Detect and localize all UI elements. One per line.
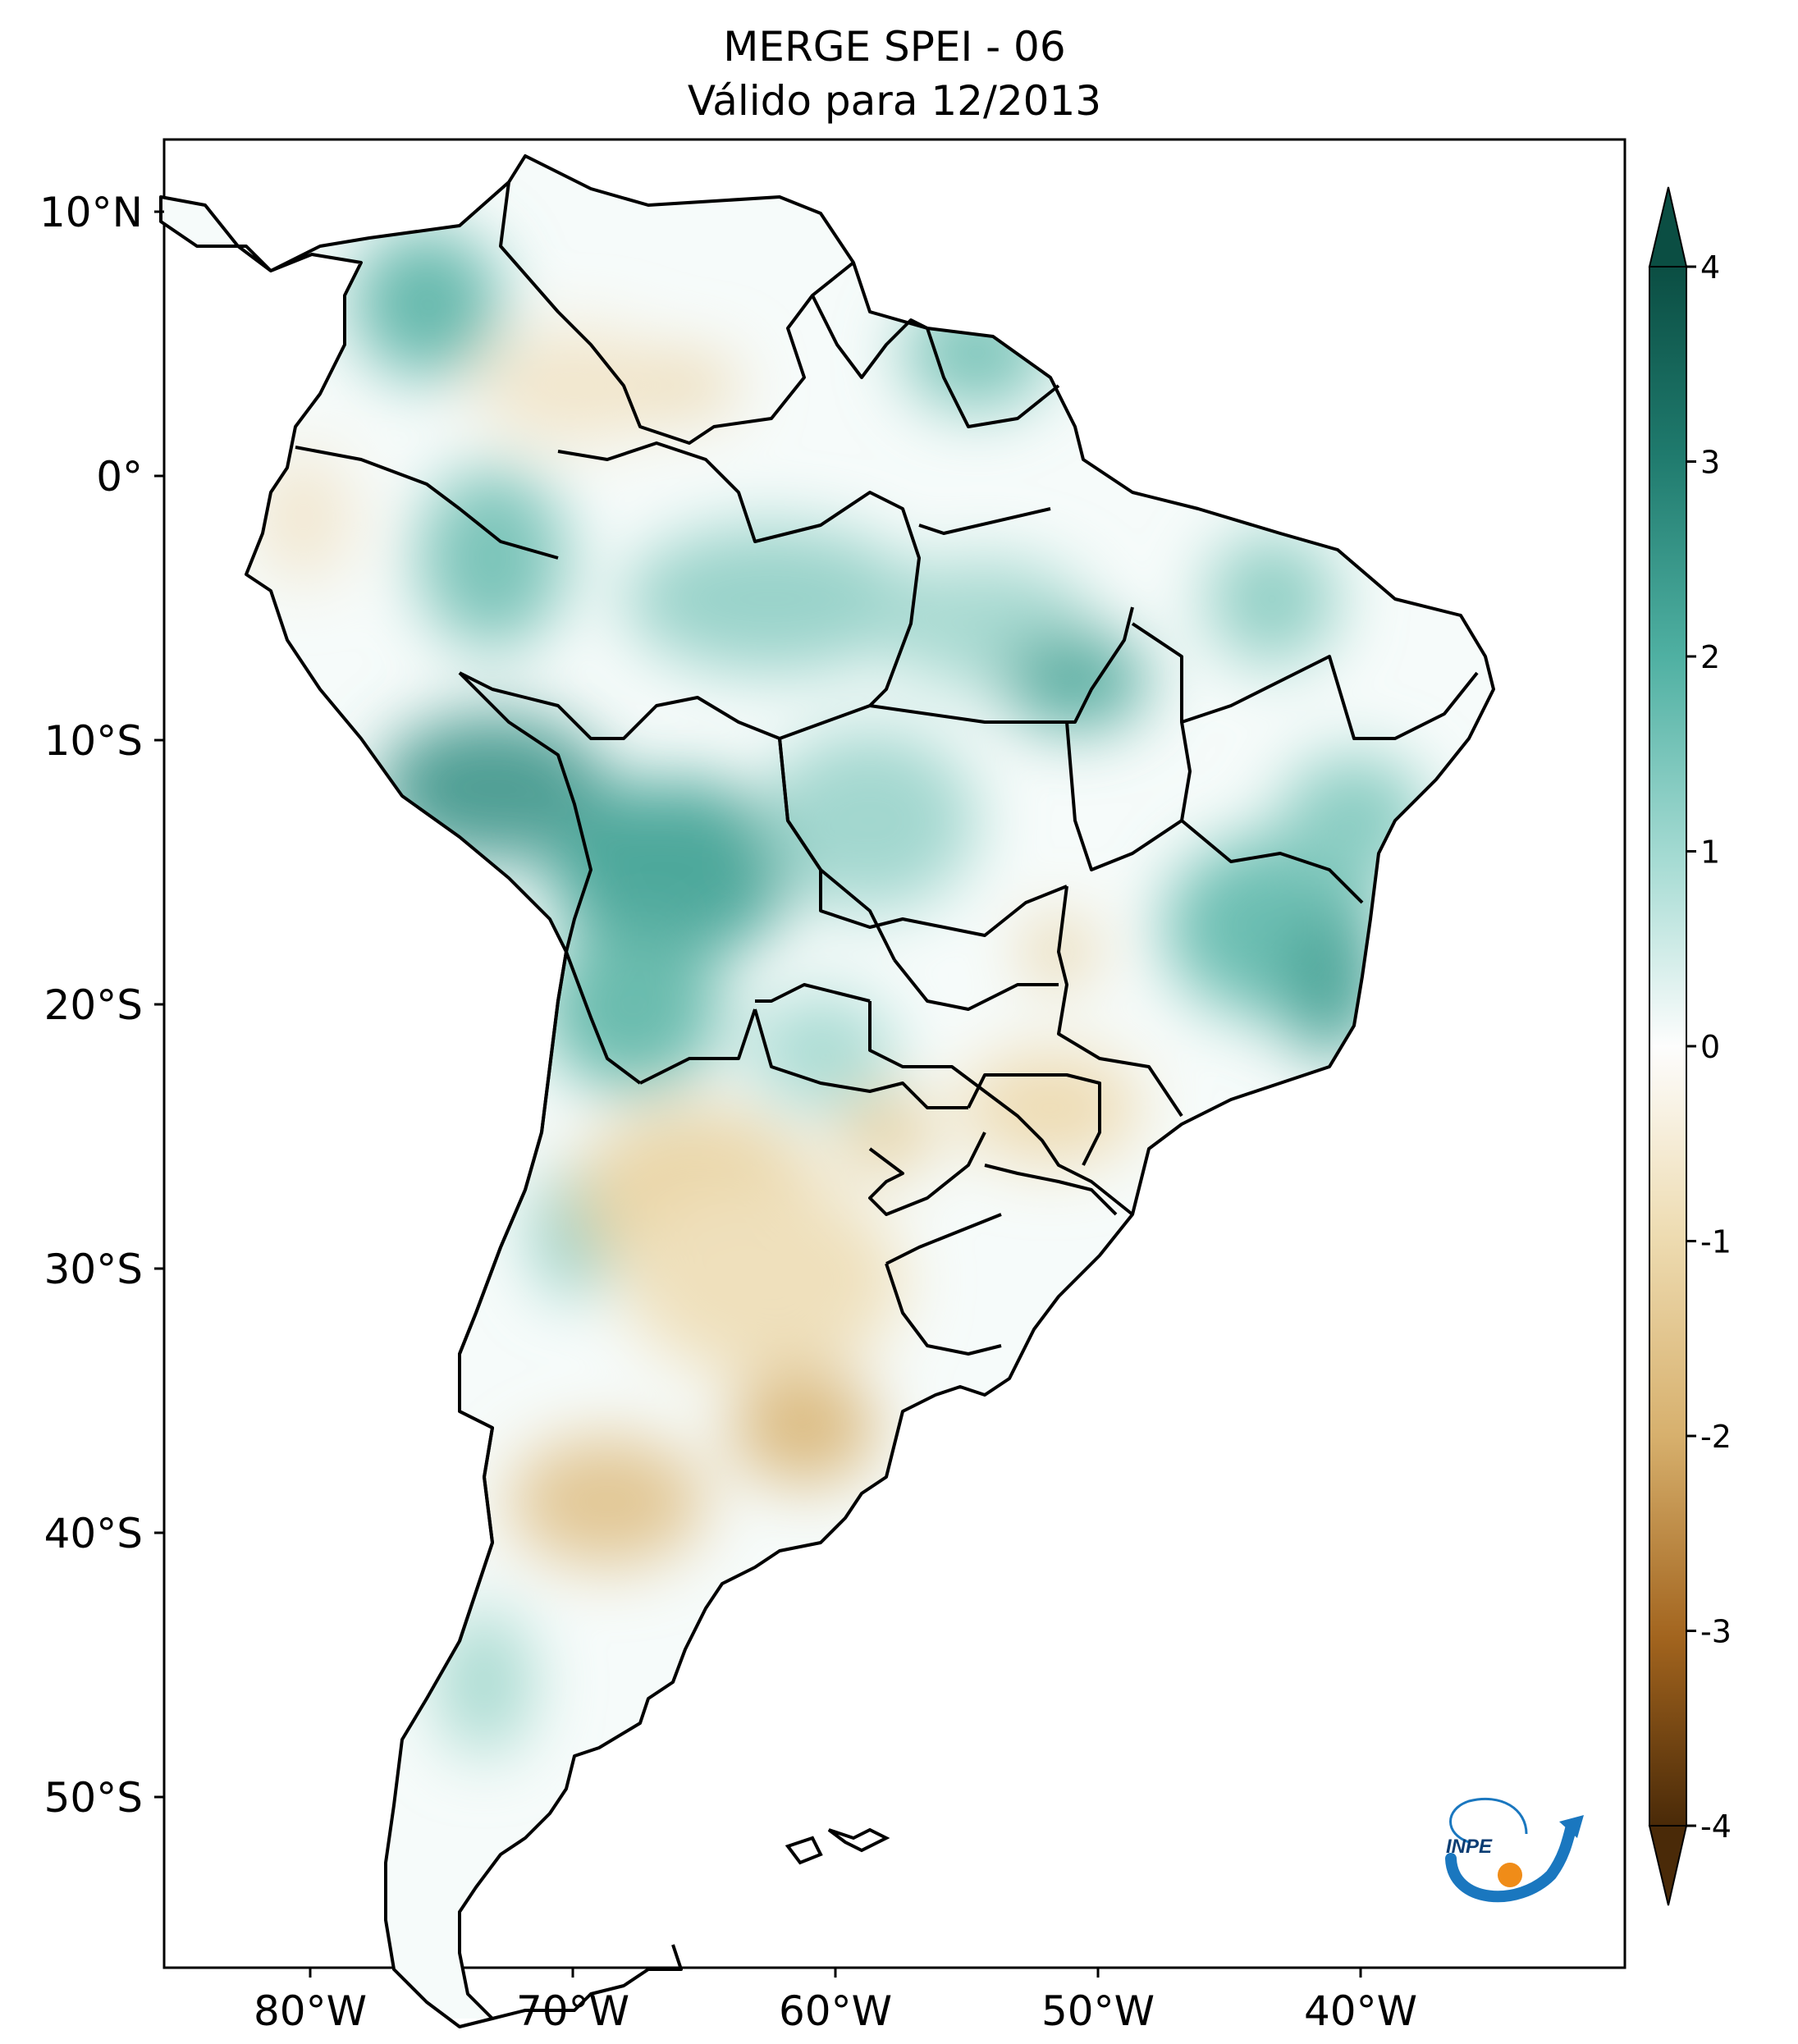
lon-tick-label: 80°W [254, 1987, 367, 2035]
falkland-islands [827, 1827, 890, 1853]
chart-subtitle: Válido para 12/2013 [687, 77, 1102, 125]
inpe-logo: INPE [1445, 1797, 1584, 1903]
falkland-islands-west [785, 1836, 823, 1865]
colorbar-tick-label: 1 [1700, 835, 1720, 871]
colorbar-ticks: 4 3 2 1 0 -1 -2 -3 -4 [1686, 249, 1732, 1845]
colorbar-tick-label: 3 [1700, 445, 1720, 481]
lon-tick-label: 70°W [516, 1987, 629, 2035]
logo-dot [1498, 1863, 1522, 1887]
colorbar-gradient [1649, 266, 1687, 1827]
coastline-borders [159, 154, 1495, 2028]
colorbar-tick-label: -2 [1700, 1419, 1732, 1455]
lat-tick-label: 0° [96, 453, 143, 501]
longitude-axis: 80°W 70°W 60°W 50°W 40°W [254, 1968, 1417, 2035]
lon-tick-label: 50°W [1041, 1987, 1155, 2035]
colorbar-tick-label: -4 [1700, 1809, 1732, 1845]
latitude-axis: 10°N 0° 10°S 20°S 30°S 40°S 50°S [39, 189, 164, 1822]
lat-tick-label: 10°S [44, 717, 143, 765]
colorbar-tick-label: -1 [1700, 1224, 1732, 1260]
colorbar: 4 3 2 1 0 -1 -2 -3 -4 [1648, 186, 1732, 1906]
lon-tick-label: 60°W [779, 1987, 892, 2035]
lat-tick-label: 30°S [44, 1246, 143, 1293]
colorbar-extend-min [1648, 1825, 1688, 1906]
lat-tick-label: 40°S [44, 1510, 143, 1557]
colorbar-tick-label: 4 [1700, 249, 1720, 286]
chart-title: MERGE SPEI - 06 [723, 23, 1066, 71]
colorbar-extend-max [1648, 186, 1688, 268]
lat-tick-label: 10°N [39, 189, 143, 236]
lat-tick-label: 20°S [44, 981, 143, 1029]
colorbar-tick-label: 0 [1700, 1029, 1720, 1065]
lat-tick-label: 50°S [44, 1774, 143, 1822]
logo-text: INPE [1446, 1836, 1493, 1858]
colorbar-tick-label: -3 [1700, 1614, 1732, 1650]
colorbar-tick-label: 2 [1700, 639, 1720, 675]
lon-tick-label: 40°W [1304, 1987, 1417, 2035]
